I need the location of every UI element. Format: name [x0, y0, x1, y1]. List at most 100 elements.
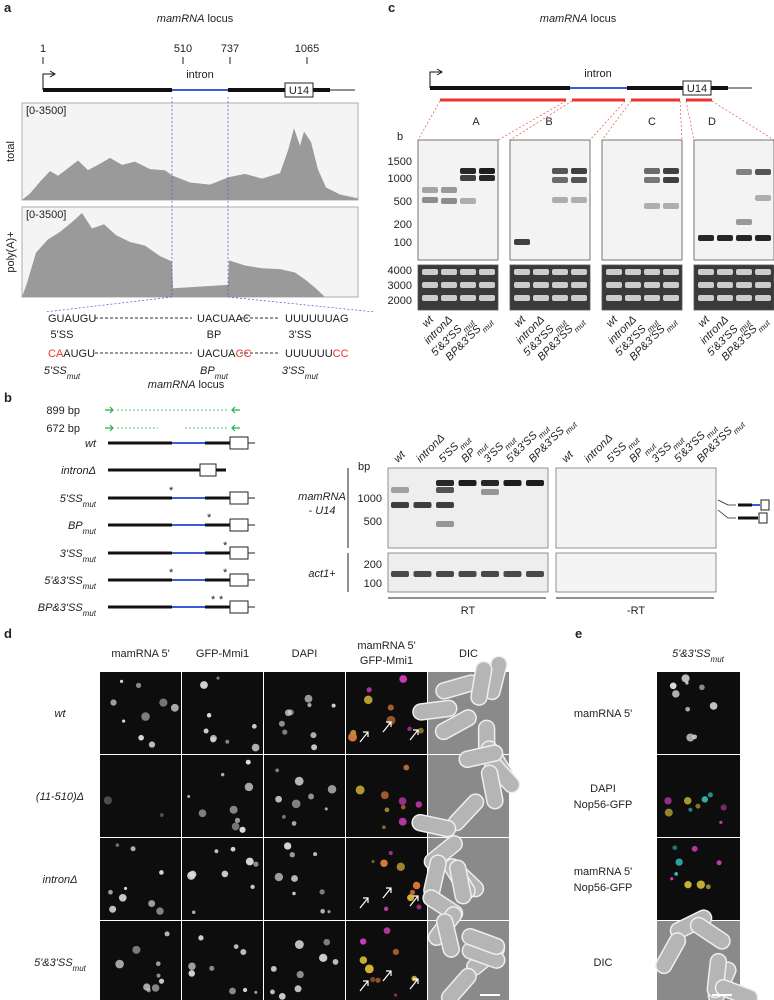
fluorescent-spot — [332, 959, 339, 965]
rrna-band — [644, 295, 660, 301]
rrna-band — [552, 282, 568, 288]
label-text: 5'&3'SS — [44, 575, 83, 587]
fluorescent-spot — [164, 931, 170, 937]
fluorescent-spot — [291, 821, 297, 826]
condition-label: RT — [461, 605, 476, 617]
label-subscript: mut — [83, 527, 97, 536]
fluorescent-spot — [674, 872, 678, 876]
dic-cell — [440, 967, 477, 1000]
row-label: (11-510)Δ — [36, 791, 84, 803]
pcr-gel — [555, 467, 717, 549]
gel-row-label: act1+ — [308, 568, 336, 580]
fluorescent-spot — [220, 772, 225, 777]
fluorescent-spot — [251, 743, 260, 752]
guide-line — [44, 296, 173, 313]
gene-name: mamRNA — [540, 13, 588, 25]
track-range: [0-3500] — [26, 105, 66, 117]
fluorescent-spot — [214, 849, 219, 854]
pcr-band — [413, 502, 432, 508]
product-pointer — [717, 499, 736, 519]
rrna-band — [663, 269, 679, 275]
gel-size-label: 200 — [364, 559, 382, 571]
rrna-band — [606, 269, 622, 275]
rrna-band — [755, 282, 771, 288]
northern-blot — [601, 139, 683, 261]
blot-band — [514, 239, 530, 245]
fluorescent-spot — [688, 807, 693, 812]
fluorescent-spot — [281, 815, 286, 819]
pcr-band — [436, 571, 454, 577]
fluorescent-spot — [407, 894, 415, 902]
fluorescent-spot — [348, 732, 358, 742]
rrna-band — [571, 282, 587, 288]
dic-cell — [480, 764, 504, 810]
northern-blot — [417, 139, 499, 261]
rrna-band — [755, 295, 771, 301]
fluorescent-spot — [253, 861, 259, 867]
rrna-band — [663, 282, 679, 288]
micrograph — [182, 755, 263, 837]
fluorescent-spot — [283, 842, 292, 850]
fluorescent-spot — [384, 807, 390, 813]
blot-band — [479, 168, 495, 174]
fluorescent-spot — [416, 904, 422, 910]
construct-u14 — [229, 436, 249, 450]
pcr-band — [526, 480, 544, 486]
fluorescent-spot — [664, 808, 673, 817]
label-subscript: mut — [305, 372, 319, 381]
fluorescent-spot — [188, 970, 196, 977]
fluorescent-spot — [398, 817, 407, 826]
wt-sequence: UACUAAC — [197, 313, 251, 325]
blot-band — [663, 203, 679, 209]
product-u14 — [758, 512, 768, 524]
pcr-band — [436, 487, 454, 493]
wt-sequence: UUUUUUAG — [285, 313, 349, 325]
fragment-guide — [417, 100, 441, 141]
fluorescent-spot — [412, 881, 421, 890]
label-text: intronΔ — [61, 465, 96, 477]
fluorescent-spot — [383, 906, 389, 911]
fluorescent-spot — [135, 682, 142, 689]
fluorescent-spot — [200, 681, 208, 689]
label-text: wt — [392, 448, 409, 465]
row-label: mamRNA 5' — [574, 708, 632, 720]
locus-title: mamRNA locus — [157, 13, 234, 25]
fluorescent-spot — [242, 987, 248, 993]
fluorescent-spot — [311, 744, 318, 751]
fluorescent-spot — [304, 694, 313, 703]
mutation-star: * — [211, 594, 216, 606]
construct-label: 3'SSmut — [60, 548, 97, 564]
fluorescent-spot — [109, 905, 117, 913]
rrna-band — [698, 269, 714, 275]
blot-band — [441, 187, 457, 193]
mut-sequence: CAAUGU — [48, 348, 95, 360]
construct-u14 — [229, 491, 249, 505]
fluorescent-spot — [719, 820, 723, 824]
mut-site-label: 5'SSmut — [44, 365, 81, 381]
micrograph — [182, 672, 263, 754]
fluorescent-spot — [287, 709, 294, 716]
intron-label: intron — [584, 68, 612, 80]
gel-row-label: mamRNA — [298, 491, 346, 503]
arrow — [409, 978, 419, 990]
mutation-star: * — [169, 567, 174, 579]
fragment-guide — [685, 100, 695, 141]
gel-size-label: 3000 — [388, 280, 412, 292]
fluorescent-spot — [313, 852, 318, 857]
micrograph — [100, 755, 181, 837]
label-subscript: mut — [711, 655, 725, 664]
pcr-band — [458, 571, 477, 577]
fluorescent-spot — [327, 785, 337, 794]
dic-cell — [714, 979, 759, 1000]
label-text: BP — [68, 520, 83, 532]
construct-label: BPmut — [68, 520, 97, 536]
panel-letter: e — [575, 626, 582, 641]
row-label: DAPI — [590, 783, 616, 795]
blot-band — [552, 168, 568, 174]
fluorescent-spot — [245, 759, 251, 765]
micrograph — [264, 921, 345, 1000]
fluorescent-spot — [189, 870, 197, 878]
fluorescent-spot — [206, 713, 212, 718]
fluorescent-spot — [685, 681, 689, 685]
blot-band — [441, 198, 457, 204]
